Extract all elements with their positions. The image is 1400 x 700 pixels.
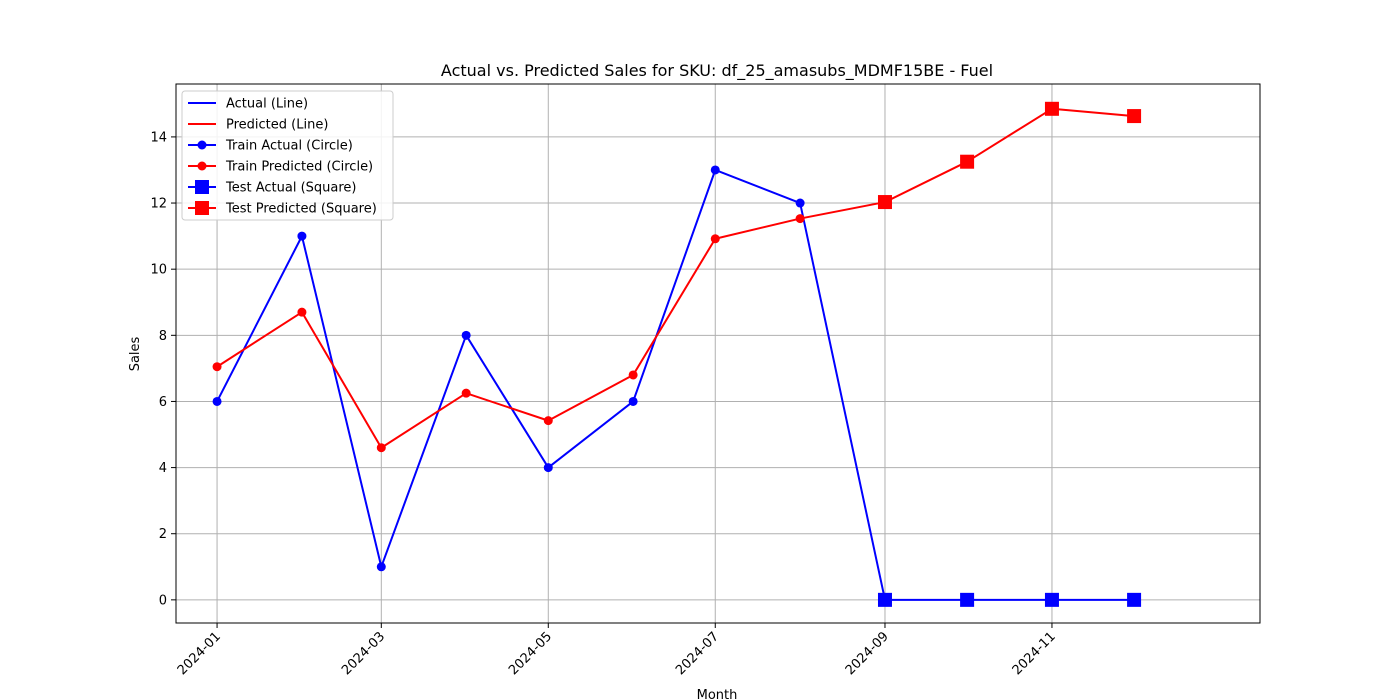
train-actual-point — [376, 562, 386, 572]
train-predicted-point — [795, 214, 805, 224]
train-actual-point — [461, 330, 471, 340]
train-predicted-point — [212, 362, 222, 372]
legend-label: Train Predicted (Circle) — [225, 160, 373, 175]
plot-frame — [175, 83, 1261, 624]
train-predicted-point — [543, 416, 553, 426]
y-axis-label: Sales — [128, 336, 143, 371]
train-predicted-point — [376, 443, 386, 453]
legend: Actual (Line) Predicted (Line) Train Actua… — [181, 90, 394, 221]
train-predicted-point — [710, 234, 720, 244]
y-tick-label: 14 — [150, 130, 167, 145]
y-tick-label: 6 — [159, 395, 167, 410]
train-actual-point — [297, 231, 307, 241]
predicted-series-line — [216, 107, 1135, 449]
test-actual-point — [877, 592, 892, 607]
legend-box — [181, 90, 394, 221]
test-predicted-point — [1127, 109, 1142, 124]
legend-label: Train Actual (Circle) — [225, 139, 353, 154]
legend-item: Actual (Line) — [188, 97, 308, 112]
train-predicted-point — [297, 307, 307, 317]
legend-label: Actual (Line) — [226, 97, 308, 112]
test-actual-point — [960, 592, 975, 607]
train-actual-point — [543, 463, 553, 473]
train-predicted-point — [628, 370, 638, 380]
legend-label: Test Predicted (Square) — [225, 202, 377, 217]
y-tick-label: 0 — [159, 593, 167, 608]
train-predicted-point — [461, 388, 471, 398]
legend-square-marker — [195, 201, 209, 215]
y-tick-label: 10 — [150, 263, 167, 278]
test-actual-point — [1127, 592, 1142, 607]
legend-item: Train Actual (Circle) — [188, 139, 353, 154]
legend-item: Predicted (Line) — [188, 118, 328, 133]
train-actual-point — [710, 165, 720, 175]
legend-label: Test Actual (Square) — [225, 181, 357, 196]
legend-label: Predicted (Line) — [226, 118, 328, 133]
test-predicted-point — [1044, 101, 1059, 116]
test-actual-point — [1044, 592, 1059, 607]
y-axis: 0 2 4 6 8 10 12 14 — [150, 130, 176, 608]
train-actual-point — [628, 396, 638, 406]
legend-item: Train Predicted (Circle) — [188, 160, 373, 175]
y-tick-label: 2 — [159, 527, 167, 542]
legend-square-marker — [195, 180, 209, 194]
legend-item: Test Predicted (Square) — [188, 201, 377, 217]
train-actual-point — [212, 396, 222, 406]
y-tick-label: 8 — [159, 329, 167, 344]
legend-circle-marker — [197, 161, 207, 171]
y-tick-label: 12 — [150, 197, 167, 212]
train-actual-point — [795, 198, 805, 208]
x-axis-label: Month — [697, 688, 738, 700]
legend-item: Test Actual (Square) — [188, 180, 357, 196]
y-tick-label: 4 — [159, 461, 167, 476]
legend-circle-marker — [197, 140, 207, 150]
series-layer — [212, 101, 1142, 607]
test-predicted-point — [877, 195, 892, 210]
actual-series-line — [216, 168, 1135, 601]
chart-title: Actual vs. Predicted Sales for SKU: df_2… — [441, 61, 993, 81]
test-predicted-point — [960, 154, 975, 169]
